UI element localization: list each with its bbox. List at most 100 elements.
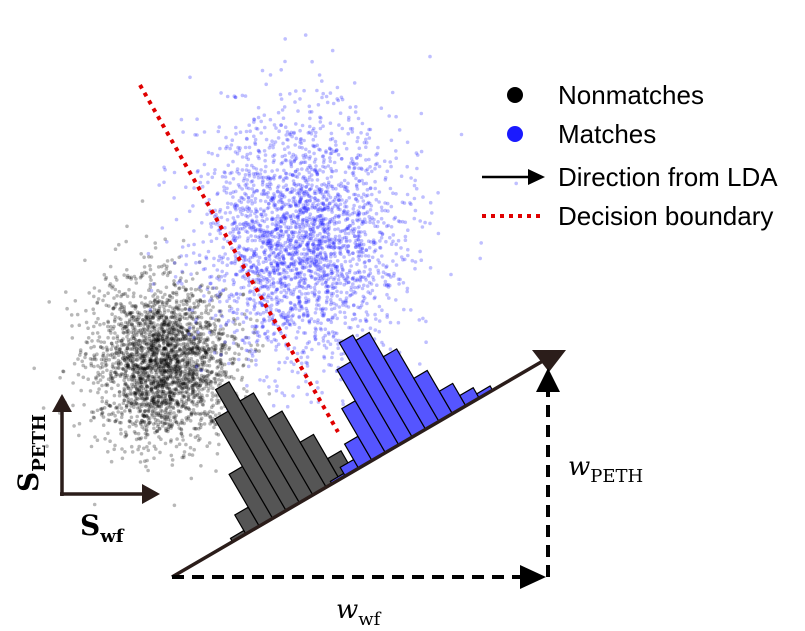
match-point — [270, 169, 274, 173]
nonmatch-point — [127, 355, 131, 360]
match-point — [241, 178, 246, 183]
nonmatch-point — [198, 298, 202, 302]
nonmatch-point — [141, 390, 145, 395]
nonmatch-point — [204, 382, 208, 386]
nonmatch-point — [147, 409, 151, 413]
nonmatch-point — [167, 382, 171, 387]
match-point — [256, 105, 261, 110]
match-point — [394, 242, 399, 247]
nonmatch-point — [182, 345, 186, 349]
nonmatch-point — [169, 357, 174, 362]
match-point — [260, 183, 265, 187]
match-point — [273, 379, 277, 383]
match-point — [357, 211, 361, 215]
match-point — [257, 262, 261, 266]
nonmatch-point — [200, 387, 204, 392]
nonmatch-point — [158, 310, 163, 315]
nonmatch-point — [125, 273, 130, 278]
match-point — [245, 178, 250, 182]
nonmatch-point — [162, 346, 167, 351]
match-point — [356, 116, 361, 121]
nonmatch-point — [199, 418, 203, 423]
nonmatch-point — [106, 418, 110, 422]
nonmatch-point — [139, 333, 144, 337]
nonmatch-point — [209, 308, 213, 313]
nonmatch-point — [136, 397, 140, 401]
match-point — [307, 268, 312, 273]
nonmatch-point — [177, 303, 182, 308]
nonmatch-point — [105, 382, 109, 386]
nonmatch-point — [184, 347, 188, 352]
nonmatch-point — [151, 325, 155, 329]
nonmatch-point — [156, 364, 161, 369]
match-point — [275, 227, 280, 231]
nonmatch-point — [71, 403, 75, 408]
nonmatch-point — [192, 377, 197, 382]
match-point — [276, 367, 281, 371]
match-point — [192, 242, 196, 247]
match-point — [366, 200, 371, 205]
nonmatch-point — [152, 380, 156, 384]
nonmatch-point — [86, 336, 91, 340]
match-point — [340, 267, 345, 272]
match-point — [304, 147, 308, 152]
match-point — [351, 207, 356, 211]
nonmatch-point — [164, 303, 169, 308]
match-point — [340, 126, 345, 131]
nonmatch-point — [193, 426, 198, 431]
nonmatch-point — [159, 264, 164, 269]
nonmatch-point — [137, 311, 142, 315]
nonmatch-point — [138, 393, 142, 397]
nonmatch-point — [106, 320, 111, 325]
nonmatch-point — [165, 354, 170, 359]
match-point — [295, 175, 300, 179]
nonmatch-point — [187, 328, 191, 332]
match-point — [334, 303, 339, 307]
match-point — [332, 160, 337, 165]
match-point — [260, 218, 265, 223]
nonmatch-point — [200, 358, 204, 363]
nonmatch-point — [61, 369, 66, 374]
match-point — [315, 88, 319, 93]
nonmatch-point — [174, 387, 178, 392]
match-point — [282, 281, 287, 286]
nonmatch-point — [200, 356, 204, 360]
nonmatch-point — [113, 315, 118, 319]
match-point — [324, 94, 329, 99]
nonmatch-point — [138, 366, 142, 371]
nonmatch-point — [165, 356, 169, 361]
nonmatch-point — [206, 321, 210, 325]
nonmatch-point — [125, 334, 129, 339]
match-point — [225, 218, 230, 222]
match-point — [233, 95, 238, 100]
match-point — [246, 236, 250, 240]
match-point — [378, 245, 382, 250]
nonmatch-point — [114, 345, 118, 350]
match-point — [253, 196, 258, 201]
nonmatch-point — [193, 389, 197, 394]
match-point — [277, 175, 282, 180]
match-point — [197, 260, 202, 265]
match-point — [336, 227, 340, 231]
nonmatch-point — [171, 313, 176, 318]
nonmatch-point — [198, 396, 202, 400]
match-point — [376, 271, 381, 275]
nonmatch-point — [233, 336, 238, 341]
nonmatch-point — [148, 285, 153, 290]
match-point — [246, 247, 251, 251]
match-point — [343, 204, 347, 209]
nonmatch-point — [104, 345, 109, 350]
match-point — [283, 294, 287, 299]
nonmatch-point — [83, 365, 88, 370]
match-point — [388, 347, 393, 352]
match-point — [227, 294, 231, 298]
nonmatch-point — [148, 342, 152, 347]
nonmatch-point — [170, 258, 174, 262]
nonmatch-point — [175, 400, 180, 405]
match-point — [291, 262, 296, 266]
match-point — [320, 278, 325, 282]
match-point — [306, 299, 311, 304]
nonmatch-point — [179, 432, 184, 436]
nonmatch-point — [177, 286, 181, 291]
nonmatch-point — [123, 324, 128, 329]
